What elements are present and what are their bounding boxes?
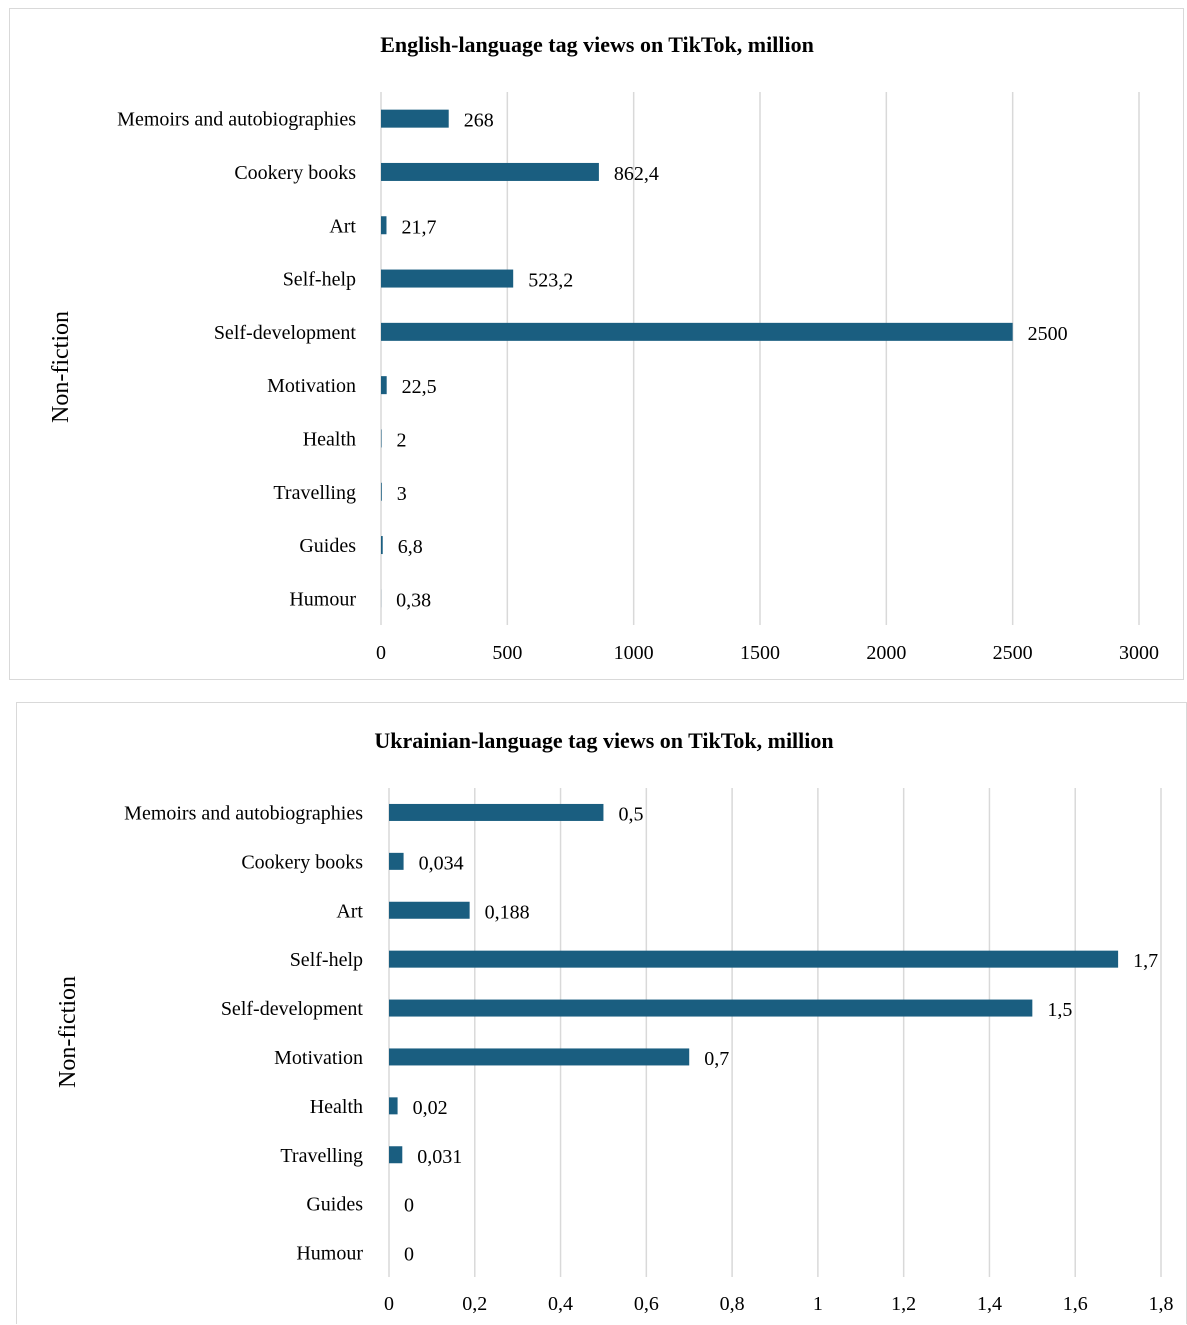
- bar: [389, 1048, 689, 1065]
- bar: [381, 429, 382, 447]
- data-label: 0,034: [419, 852, 464, 874]
- x-tick-label: 2500: [993, 642, 1033, 664]
- x-tick-labels: 0 0,2 0,4 0,6 0,8 1 1,2 1,4 1,6 1,8: [384, 1293, 1174, 1315]
- data-labels: 268 862,4 21,7 523,2 2500 22,5 2 3 6,8 0,38: [396, 110, 1068, 612]
- x-tick-label: 0,2: [462, 1293, 487, 1315]
- x-tick-label: 0: [384, 1293, 394, 1315]
- data-label: 0,5: [618, 803, 643, 825]
- x-tick-label: 0,6: [634, 1293, 659, 1315]
- bar: [389, 853, 404, 870]
- category-label: Memoirs and autobiographies: [117, 109, 356, 131]
- category-label: Cookery books: [234, 162, 356, 184]
- category-label: Guides: [299, 535, 356, 557]
- data-label: 2500: [1028, 323, 1068, 345]
- category-labels: Memoirs and autobiographies Cookery books…: [124, 802, 363, 1264]
- data-label: 0,02: [413, 1097, 448, 1119]
- x-tick-label: 0,8: [720, 1293, 745, 1315]
- category-label: Humour: [289, 588, 356, 610]
- category-label: Self-help: [283, 269, 356, 291]
- data-label: 21,7: [401, 216, 436, 238]
- bar: [381, 216, 386, 234]
- x-tick-label: 1,8: [1149, 1293, 1174, 1315]
- category-label: Self-help: [290, 949, 363, 971]
- x-tick-label: 0: [376, 642, 386, 664]
- category-label: Art: [336, 900, 363, 922]
- x-tick-label: 3000: [1119, 642, 1159, 664]
- data-label: 862,4: [614, 163, 659, 185]
- category-label: Health: [303, 428, 356, 450]
- x-tick-label: 1: [813, 1293, 823, 1315]
- bars: [389, 804, 1118, 1163]
- english-bar-chart: English-language tag views on TikTok, mi…: [10, 9, 1185, 681]
- data-label: 22,5: [402, 376, 437, 398]
- bar: [381, 110, 449, 128]
- bar: [381, 163, 599, 181]
- x-tick-label: 1,6: [1063, 1293, 1088, 1315]
- data-label: 1,7: [1133, 950, 1158, 972]
- bar: [389, 951, 1118, 968]
- category-label: Health: [310, 1096, 363, 1118]
- bar: [389, 804, 603, 821]
- data-label: 0: [404, 1244, 414, 1266]
- bar: [389, 902, 470, 919]
- y-axis-label: Non-fiction: [48, 311, 74, 423]
- category-label: Self-development: [214, 322, 357, 344]
- data-label: 0,031: [417, 1146, 462, 1168]
- chart-title: Ukrainian-language tag views on TikTok, …: [374, 728, 833, 753]
- data-label: 0,188: [485, 901, 530, 923]
- category-label: Cookery books: [241, 851, 363, 873]
- x-tick-labels: 0 500 1000 1500 2000 2500 3000: [376, 642, 1159, 664]
- bar: [389, 1146, 402, 1163]
- category-label: Travelling: [273, 482, 356, 504]
- data-label: 3: [397, 483, 407, 505]
- bar: [381, 376, 387, 394]
- category-label: Memoirs and autobiographies: [124, 802, 363, 824]
- data-label: 0,7: [704, 1048, 729, 1070]
- category-label: Guides: [306, 1194, 363, 1216]
- category-label: Motivation: [274, 1047, 363, 1069]
- ukrainian-bar-chart: Ukrainian-language tag views on TikTok, …: [17, 703, 1187, 1325]
- data-label: 1,5: [1047, 999, 1072, 1021]
- x-tick-label: 1500: [740, 642, 780, 664]
- category-label: Art: [329, 215, 356, 237]
- category-label: Motivation: [267, 375, 356, 397]
- x-tick-label: 0,4: [548, 1293, 573, 1315]
- bar: [381, 323, 1013, 341]
- x-tick-label: 1,2: [891, 1293, 916, 1315]
- data-label: 0: [404, 1195, 414, 1217]
- bar: [389, 1000, 1032, 1017]
- category-label: Humour: [296, 1243, 363, 1265]
- category-labels: Memoirs and autobiographies Cookery books…: [117, 109, 356, 611]
- data-label: 2: [397, 429, 407, 451]
- y-axis-label: Non-fiction: [55, 976, 81, 1088]
- x-tick-label: 2000: [866, 642, 906, 664]
- gridlines: [389, 788, 1161, 1277]
- data-label: 0,38: [396, 589, 431, 611]
- category-label: Self-development: [221, 998, 364, 1020]
- data-label: 268: [464, 110, 494, 132]
- x-tick-label: 1,4: [977, 1293, 1002, 1315]
- x-tick-label: 1000: [614, 642, 654, 664]
- x-tick-label: 500: [492, 642, 522, 664]
- data-labels: 0,5 0,034 0,188 1,7 1,5 0,7 0,02 0,031 0 0: [404, 803, 1158, 1265]
- bar: [389, 1097, 398, 1114]
- bar: [381, 483, 382, 501]
- data-label: 523,2: [528, 270, 573, 292]
- category-label: Travelling: [280, 1145, 363, 1167]
- english-chart-panel: English-language tag views on TikTok, mi…: [9, 8, 1184, 680]
- ukrainian-chart-panel: Ukrainian-language tag views on TikTok, …: [16, 702, 1187, 1324]
- bar: [381, 270, 513, 288]
- data-label: 6,8: [398, 536, 423, 558]
- chart-title: English-language tag views on TikTok, mi…: [380, 32, 814, 57]
- bar: [381, 536, 383, 554]
- bars: [381, 110, 1013, 608]
